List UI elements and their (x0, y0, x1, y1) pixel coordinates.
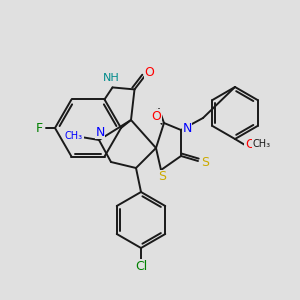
Text: Cl: Cl (135, 260, 147, 272)
Text: S: S (158, 170, 166, 184)
Text: S: S (201, 157, 209, 169)
Text: N: N (95, 125, 105, 139)
Text: O: O (151, 110, 161, 122)
Text: F: F (35, 122, 43, 134)
Text: O: O (245, 137, 255, 151)
Text: NH: NH (103, 74, 120, 83)
Text: O: O (145, 66, 154, 79)
Text: CH₃: CH₃ (253, 139, 271, 149)
Text: N: N (182, 122, 192, 134)
Text: CH₃: CH₃ (65, 131, 83, 141)
